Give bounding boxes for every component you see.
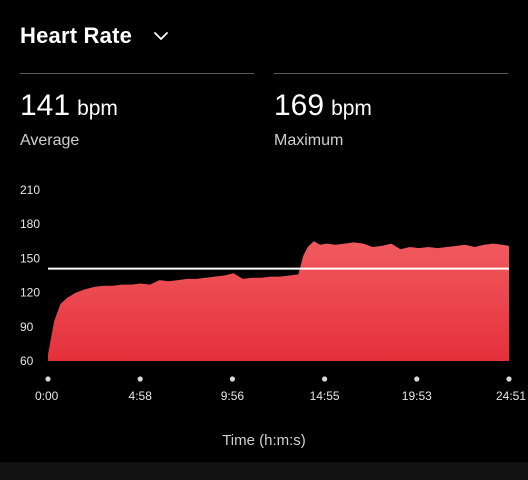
maximum-unit: bpm <box>331 97 372 120</box>
bottom-bar <box>0 462 528 480</box>
x-axis-title: Time (h:m:s) <box>222 432 306 449</box>
x-tick-label: 9:56 <box>221 389 245 403</box>
x-axis-ticks: 0:00 4:58 9:56 14:55 19:53 24:51 <box>35 376 526 403</box>
average-value-row: 141 bpm <box>20 88 118 127</box>
maximum-divider <box>274 73 508 74</box>
average-label: Average <box>20 132 80 149</box>
x-tick-label: 14:55 <box>310 389 340 403</box>
y-axis-ticks: 210 180 150 120 90 60 <box>20 183 40 368</box>
x-tick-dot <box>506 376 512 382</box>
y-tick-label: 60 <box>20 354 34 368</box>
maximum-value: 169 <box>274 89 325 122</box>
metric-selector[interactable]: Heart Rate <box>20 18 220 54</box>
y-tick-label: 120 <box>20 286 40 300</box>
y-tick-label: 90 <box>20 320 34 334</box>
average-value: 141 <box>20 89 71 122</box>
x-tick-dot <box>45 376 51 382</box>
maximum-label: Maximum <box>274 132 344 149</box>
y-tick-label: 150 <box>20 251 40 265</box>
heart-rate-area <box>48 241 509 361</box>
x-tick-label: 0:00 <box>35 389 59 403</box>
y-tick-label: 180 <box>20 217 40 231</box>
x-tick-label: 24:51 <box>496 389 526 403</box>
average-unit: bpm <box>77 97 118 120</box>
heart-rate-chart: 210 180 150 120 90 60 0:00 4:58 9:56 14:55 19:53 2… <box>20 183 526 403</box>
x-tick-dot <box>322 376 328 382</box>
x-tick-label: 4:58 <box>129 389 153 403</box>
x-tick-label: 19:53 <box>402 389 432 403</box>
average-stat: 141 bpm Average <box>20 88 118 150</box>
maximum-value-row: 169 bpm <box>274 88 372 127</box>
x-tick-dot <box>137 376 143 382</box>
x-tick-dot <box>229 376 235 382</box>
average-divider <box>20 73 254 74</box>
chevron-down-icon <box>154 32 168 40</box>
y-tick-label: 210 <box>20 183 40 197</box>
maximum-stat: 169 bpm Maximum <box>274 88 372 150</box>
page-title: Heart Rate <box>20 23 133 48</box>
x-tick-dot <box>414 376 420 382</box>
